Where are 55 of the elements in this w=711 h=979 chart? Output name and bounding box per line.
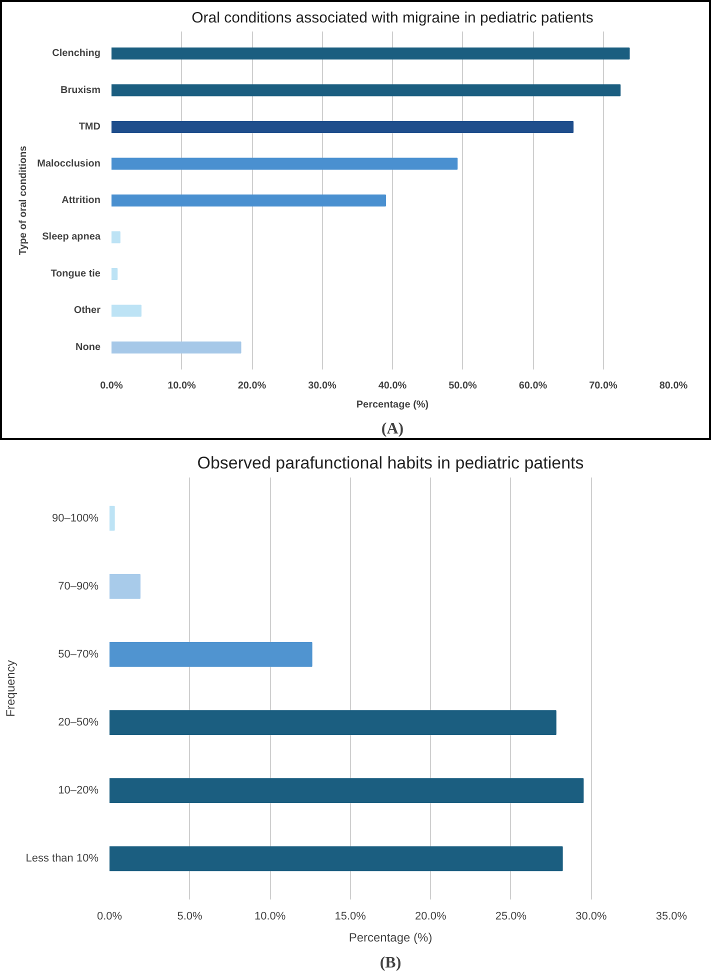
x-tick-label: 60.0% [518, 380, 548, 392]
y-tick-label: Malocclusion [37, 158, 101, 170]
bar [110, 846, 563, 872]
y-tick-label: Clenching [52, 48, 101, 60]
y-tick-label: Less than 10% [26, 852, 99, 865]
bar [110, 778, 584, 804]
y-tick-label: None [76, 342, 101, 353]
bar [110, 506, 115, 531]
x-tick-label: 20.0% [238, 380, 266, 392]
bar [110, 642, 312, 667]
x-tick-label: 20.0% [415, 910, 446, 922]
x-tick-label: 70.0% [589, 380, 618, 392]
x-axis-title: Percentage (%) [348, 930, 432, 944]
x-tick-label: 0.0% [100, 380, 124, 392]
y-tick-label: Sleep apnea [42, 232, 101, 243]
y-tick-label: Tongue tie [50, 268, 101, 280]
x-axis-title: Percentage (%) [356, 400, 429, 410]
y-tick-label: Other [74, 305, 101, 316]
chart-title: Observed parafunctional habits in pediatric patients [197, 454, 584, 472]
x-tick-label: 40.0% [378, 380, 407, 392]
bar [112, 121, 574, 134]
y-tick-label: 20–50% [58, 716, 99, 729]
bar [112, 48, 630, 60]
x-tick-label: 30.0% [308, 380, 337, 392]
bar [112, 304, 142, 317]
bar [112, 84, 621, 96]
y-tick-label: 90–100% [52, 512, 99, 524]
x-tick-label: 50.0% [448, 380, 478, 392]
x-tick-label: 30.0% [576, 910, 608, 922]
bar [110, 574, 141, 599]
bar [112, 194, 386, 207]
x-tick-label: 0.0% [96, 910, 122, 922]
text: (A) [381, 420, 404, 438]
y-tick-label: 70–90% [58, 580, 99, 592]
bar [112, 341, 242, 354]
x-tick-label: 10.0% [254, 910, 286, 922]
y-axis-title: Type of oral conditions [18, 145, 30, 256]
y-tick-label: 10–20% [58, 784, 99, 797]
x-tick-label: 10.0% [168, 380, 196, 392]
y-axis-title: Frequency [4, 660, 18, 717]
y-tick-label: Attrition [62, 195, 101, 206]
bar [112, 268, 118, 280]
x-tick-label: 35.0% [656, 910, 688, 922]
bar [112, 231, 120, 244]
y-tick-label: TMD [78, 122, 101, 133]
x-tick-label: 15.0% [334, 910, 366, 922]
chart-title: Oral conditions associated with migraine in pediatric patients [192, 10, 594, 26]
text: (B) [380, 954, 402, 972]
x-tick-label: 5.0% [177, 910, 203, 922]
y-tick-label: Bruxism [60, 84, 101, 96]
x-tick-label: 80.0% [659, 380, 688, 392]
bar [110, 710, 556, 735]
bar [112, 158, 458, 170]
y-tick-label: 50–70% [58, 648, 99, 660]
x-tick-label: 25.0% [495, 910, 527, 922]
